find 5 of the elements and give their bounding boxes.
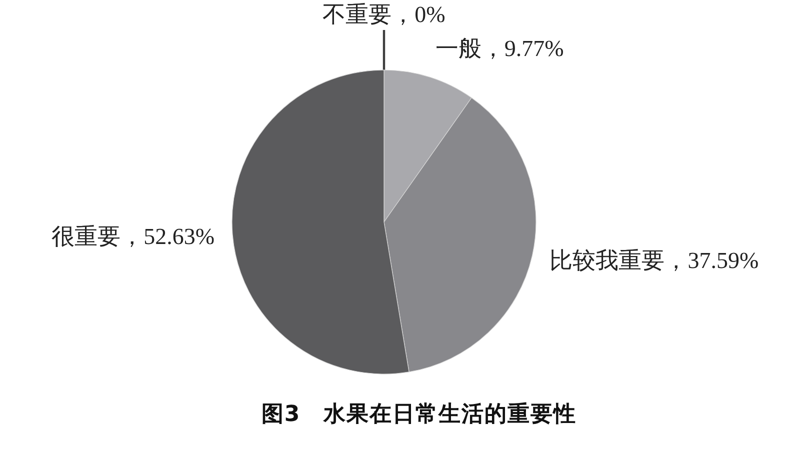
slice-label: 一般，9.77%: [435, 36, 564, 61]
text: 图3 水果在日常生活的重要性: [261, 402, 577, 427]
slice-label: 比较我重要，37.59%: [550, 248, 759, 273]
slice-label: 很重要，52.63%: [52, 224, 215, 250]
category-label: 不重要，0%: [322, 2, 446, 27]
